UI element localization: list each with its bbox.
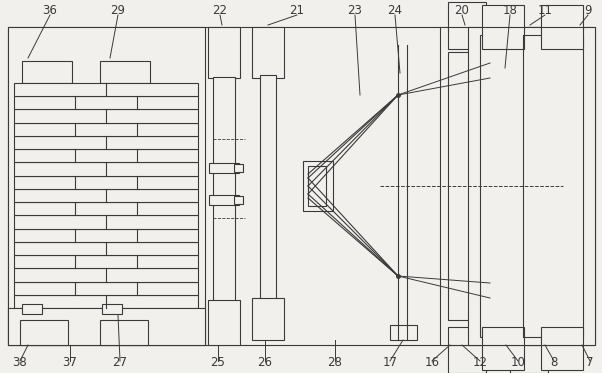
Bar [234,196,243,204]
Bar [480,35,583,337]
Bar [208,300,240,345]
Bar [14,268,198,282]
Text: 18: 18 [503,4,518,18]
Bar [234,164,243,172]
Bar [482,5,524,30]
Bar [440,27,558,345]
Bar [390,325,417,340]
Bar [100,320,148,345]
Text: 10: 10 [510,357,526,370]
Bar [208,27,240,78]
Bar [448,2,486,30]
Bar [448,327,486,345]
Bar [100,61,150,83]
Bar [303,161,333,211]
Bar [14,96,198,109]
Bar [8,27,595,345]
Bar [252,298,284,340]
Bar [448,345,486,373]
Bar [510,327,548,345]
Bar [541,327,583,345]
Text: 27: 27 [113,357,128,370]
Text: 16: 16 [424,357,439,370]
Text: 17: 17 [382,357,397,370]
Bar [448,27,486,49]
Bar [14,136,198,149]
Bar [209,163,239,173]
Bar [20,320,68,345]
Bar [14,242,198,255]
Bar [14,282,198,295]
Bar [14,215,198,229]
Bar [308,166,326,206]
Text: 24: 24 [388,4,403,18]
Bar [14,202,198,215]
Text: 11: 11 [538,4,553,18]
Bar [209,195,239,205]
Bar [260,75,276,300]
Bar [482,327,524,345]
Bar [213,77,235,305]
Text: 23: 23 [347,4,362,18]
Bar [448,52,550,320]
Bar [14,255,198,268]
Text: 12: 12 [473,357,488,370]
Text: 9: 9 [585,4,592,18]
Bar [541,345,583,370]
Bar [14,149,198,162]
Text: 37: 37 [63,357,78,370]
Bar [482,345,524,370]
Bar [510,345,548,373]
Bar [14,83,198,96]
Bar [14,109,198,123]
Bar [14,123,198,136]
Bar [22,304,42,314]
Bar [14,162,198,176]
Text: 22: 22 [213,4,228,18]
Bar [541,27,583,49]
Bar [482,27,524,49]
Bar [8,27,205,345]
Text: 38: 38 [13,357,27,370]
Text: 20: 20 [455,4,470,18]
Text: 7: 7 [586,357,594,370]
Bar [14,176,198,189]
Bar [22,61,72,83]
Bar [468,27,595,345]
Bar [14,229,198,242]
Bar [541,5,583,30]
Bar [8,308,205,345]
Text: 8: 8 [550,357,557,370]
Text: 29: 29 [111,4,125,18]
Text: 21: 21 [290,4,305,18]
Bar [14,189,198,202]
Text: 26: 26 [258,357,273,370]
Text: 28: 28 [327,357,343,370]
Bar [252,27,284,78]
Text: 25: 25 [211,357,225,370]
Text: 36: 36 [43,4,57,18]
Bar [102,304,122,314]
Bar [14,295,198,308]
